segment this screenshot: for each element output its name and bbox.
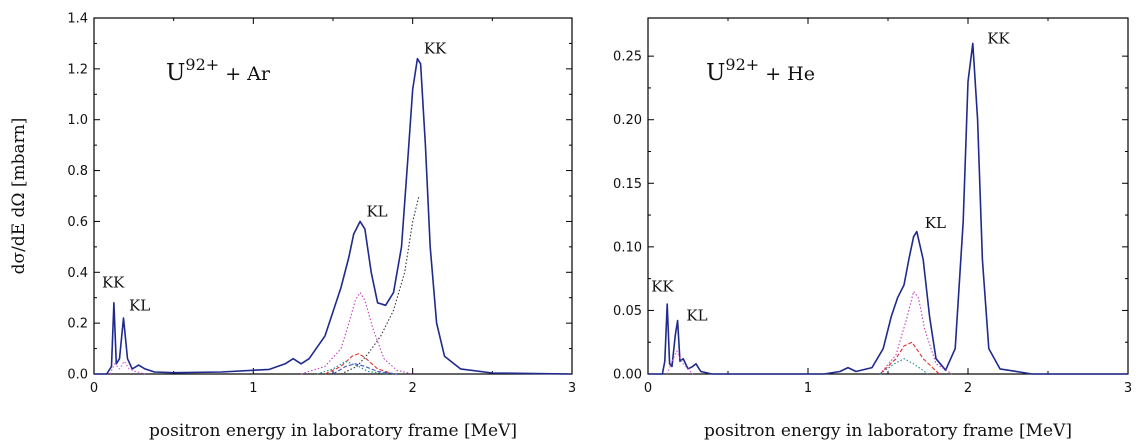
panel-title-rest: + He <box>759 63 815 85</box>
series-component-line <box>300 292 413 375</box>
y-tick-label: 1.2 <box>67 62 88 77</box>
x-tick-label: 3 <box>1124 381 1132 396</box>
peak-label: KK <box>651 277 674 295</box>
panel-u-ar: 0 1 2 30.00.20.40.60.81.01.21.4KKKLKKKLU92+… <box>9 12 576 442</box>
panel-title-sup: 92+ <box>185 55 219 74</box>
panel-title-base: U <box>706 60 725 86</box>
x-tick-label: 1 <box>804 381 812 396</box>
x-tick-label: 0 <box>644 381 652 396</box>
y-tick-label: 0.2 <box>67 317 88 332</box>
x-tick-label: 1 <box>249 381 257 396</box>
peak-label: KL <box>686 307 707 325</box>
y-tick-label: 0.05 <box>613 304 642 319</box>
panel-title: U92+ + He <box>706 55 815 86</box>
y-tick-label: 0.6 <box>67 215 88 230</box>
y-axis-title: dσ/dE dΩ [mbarn] <box>9 118 29 275</box>
series-component-line <box>324 353 394 375</box>
y-tick-label: 0.20 <box>613 113 642 128</box>
x-axis-title: positron energy in laboratory frame [MeV… <box>149 421 517 441</box>
y-tick-label: 0.4 <box>67 266 88 281</box>
series-component-line <box>109 360 146 375</box>
y-tick-label: 0.10 <box>613 240 642 255</box>
y-tick-label: 0.25 <box>613 50 642 65</box>
series-component-line <box>666 350 694 375</box>
x-axis-title: positron energy in laboratory frame [MeV… <box>704 421 1072 441</box>
series-component-line <box>879 341 940 375</box>
panel-title-rest: + Ar <box>219 63 271 85</box>
peak-label: KK <box>102 274 125 292</box>
peak-label: KK <box>987 29 1010 47</box>
y-tick-label: 1.4 <box>67 12 88 27</box>
series-component-line <box>332 363 397 375</box>
x-tick-label: 2 <box>964 381 972 396</box>
y-tick-label: 0.00 <box>613 368 642 383</box>
panel-title-sup: 92+ <box>725 55 759 74</box>
peak-label: KL <box>129 296 150 314</box>
x-tick-label: 2 <box>409 381 417 396</box>
peak-label: KL <box>366 202 387 220</box>
y-tick-label: 1.0 <box>67 113 88 128</box>
series-total-line <box>648 42 1128 375</box>
x-tick-label: 3 <box>568 381 576 396</box>
series-component-line <box>879 358 929 375</box>
series-component-line <box>316 360 389 375</box>
y-tick-label: 0.8 <box>67 164 88 179</box>
y-tick-label: 0.0 <box>67 368 88 383</box>
panel-title: U92+ + Ar <box>166 55 271 86</box>
panel-u-he: 0 1 2 3 0.00 0.05 0.10 0.15 0.20 0.25 KK KL KK KL U92+… <box>613 17 1132 441</box>
peak-label: KK <box>424 40 447 58</box>
panel-title-base: U <box>166 60 185 86</box>
peak-label: KL <box>925 214 946 232</box>
series-component-line <box>879 290 953 375</box>
series-total-line <box>94 57 573 375</box>
y-tick-label: 0.15 <box>613 177 642 192</box>
x-tick-label: 0 <box>90 381 98 396</box>
series-component-line <box>340 195 420 375</box>
